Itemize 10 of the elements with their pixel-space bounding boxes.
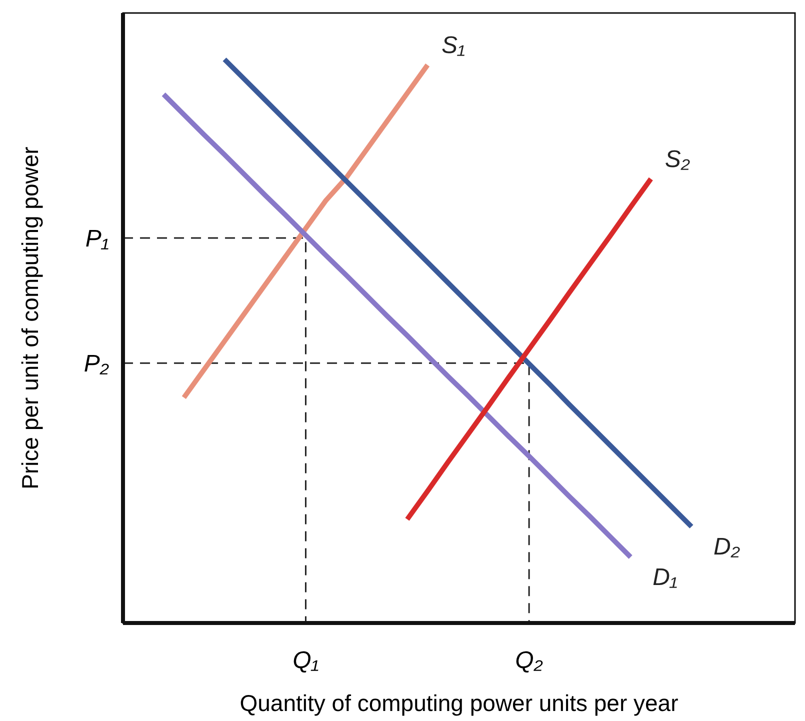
ref-line-label: P₂	[84, 350, 109, 378]
series-label: D₁	[652, 564, 678, 592]
y-axis-title: Price per unit of computing power	[17, 146, 43, 490]
x-axis-title: Quantity of computing power units per year	[240, 690, 679, 716]
series-label: D₂	[713, 534, 740, 561]
series-label: S₁	[442, 32, 466, 59]
ref-line-label: P₁	[85, 225, 109, 252]
series-label: S₂	[664, 146, 690, 173]
x-tick-label: Q₁	[292, 647, 319, 674]
x-tick-label: Q₂	[515, 647, 543, 674]
